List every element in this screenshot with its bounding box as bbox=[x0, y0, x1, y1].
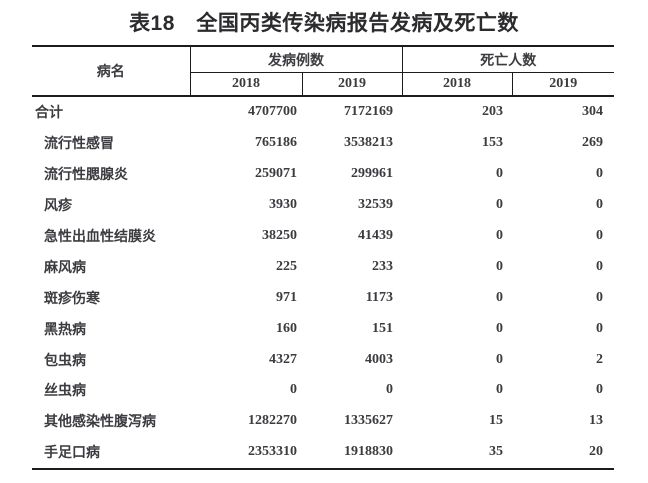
value-cell: 0 bbox=[596, 166, 603, 182]
column-header-cases-2019: 2019 bbox=[302, 72, 403, 97]
value-cell: 4003 bbox=[365, 351, 393, 367]
column-header-deaths-2018: 2018 bbox=[402, 72, 513, 97]
value-cell: 35 bbox=[489, 444, 503, 460]
value-cell: 0 bbox=[496, 166, 503, 182]
value-cell: 0 bbox=[596, 197, 603, 213]
table-header: 病名 发病例数 死亡人数 2018 2019 2018 2019 bbox=[32, 46, 614, 97]
disease-name-cell: 其他感染性腹泻病 bbox=[44, 415, 156, 431]
value-cell: 0 bbox=[496, 289, 503, 305]
table-body: 合计 4707700 7172169 203 304 流行性感冒 765186 3538213… bbox=[32, 96, 614, 469]
value-cell: 259071 bbox=[255, 166, 297, 182]
value-cell: 2 bbox=[596, 351, 603, 367]
column-group-cases: 发病例数 bbox=[190, 46, 403, 73]
table-row: 斑疹伤寒 971 1173 0 0 bbox=[32, 282, 614, 313]
value-cell: 0 bbox=[596, 320, 603, 336]
table-row: 风疹 3930 32539 0 0 bbox=[32, 190, 614, 221]
value-cell: 4707700 bbox=[248, 104, 297, 120]
value-cell: 4327 bbox=[269, 351, 297, 367]
value-cell: 269 bbox=[582, 135, 603, 151]
value-cell: 0 bbox=[290, 382, 297, 398]
value-cell: 203 bbox=[482, 104, 503, 120]
value-cell: 233 bbox=[372, 258, 393, 274]
disease-stats-table: 病名 发病例数 死亡人数 2018 2019 2018 2019 合计 47077… bbox=[32, 45, 614, 470]
value-cell: 0 bbox=[496, 320, 503, 336]
table-row: 流行性腮腺炎 259071 299961 0 0 bbox=[32, 159, 614, 190]
disease-name-cell: 风疹 bbox=[44, 199, 72, 215]
value-cell: 0 bbox=[596, 289, 603, 305]
value-cell: 0 bbox=[496, 351, 503, 367]
value-cell: 0 bbox=[386, 382, 393, 398]
table-row-total: 合计 4707700 7172169 203 304 bbox=[32, 96, 614, 128]
column-header-deaths-2019: 2019 bbox=[512, 72, 614, 97]
disease-name-cell: 流行性感冒 bbox=[44, 137, 114, 153]
table-row: 其他感染性腹泻病 1282270 1335627 15 13 bbox=[32, 406, 614, 437]
value-cell: 1918830 bbox=[344, 444, 393, 460]
value-cell: 1282270 bbox=[248, 413, 297, 429]
disease-name-cell: 急性出血性结膜炎 bbox=[44, 230, 156, 245]
table-row: 流行性感冒 765186 3538213 153 269 bbox=[32, 128, 614, 159]
value-cell: 0 bbox=[596, 382, 603, 398]
value-cell: 0 bbox=[496, 258, 503, 274]
value-cell: 151 bbox=[372, 320, 393, 336]
value-cell: 0 bbox=[496, 197, 503, 213]
column-header-cases-2018: 2018 bbox=[190, 72, 303, 97]
table-row: 手足口病 2353310 1918830 35 20 bbox=[32, 437, 614, 469]
value-cell: 299961 bbox=[351, 166, 393, 182]
column-header-disease: 病名 bbox=[32, 46, 191, 97]
table-row: 黑热病 160 151 0 0 bbox=[32, 313, 614, 344]
table-row: 麻风病 225 233 0 0 bbox=[32, 251, 614, 282]
table-row: 包虫病 4327 4003 0 2 bbox=[32, 344, 614, 375]
value-cell: 304 bbox=[582, 104, 603, 120]
value-cell: 1335627 bbox=[344, 413, 393, 429]
disease-name-cell: 斑疹伤寒 bbox=[44, 291, 100, 307]
value-cell: 0 bbox=[496, 228, 503, 243]
value-cell: 225 bbox=[276, 258, 297, 274]
value-cell: 765186 bbox=[255, 135, 297, 151]
value-cell: 0 bbox=[496, 382, 503, 398]
value-cell: 41439 bbox=[358, 228, 393, 243]
header-year-row: 2018 2019 2018 2019 bbox=[32, 72, 614, 97]
disease-name-cell: 丝虫病 bbox=[44, 384, 86, 400]
value-cell: 1173 bbox=[365, 289, 393, 305]
value-cell: 3930 bbox=[269, 197, 297, 213]
value-cell: 153 bbox=[482, 135, 503, 151]
value-cell: 0 bbox=[596, 258, 603, 274]
value-cell: 2353310 bbox=[248, 444, 297, 460]
value-cell: 32539 bbox=[358, 197, 393, 213]
disease-name-cell: 包虫病 bbox=[44, 353, 86, 369]
column-group-deaths: 死亡人数 bbox=[402, 46, 614, 73]
value-cell: 160 bbox=[276, 320, 297, 336]
disease-name-cell: 流行性腮腺炎 bbox=[44, 168, 128, 184]
value-cell: 0 bbox=[596, 228, 603, 243]
disease-name-cell: 麻风病 bbox=[44, 260, 86, 276]
value-cell: 7172169 bbox=[344, 104, 393, 120]
header-group-row: 病名 发病例数 死亡人数 bbox=[32, 46, 614, 97]
disease-name-cell: 手足口病 bbox=[44, 446, 100, 462]
value-cell: 38250 bbox=[262, 228, 297, 243]
value-cell: 13 bbox=[589, 413, 603, 429]
page-title: 表18 全国丙类传染病报告发病及死亡数 bbox=[129, 12, 519, 35]
value-cell: 20 bbox=[589, 444, 603, 460]
value-cell: 971 bbox=[276, 289, 297, 305]
disease-name-cell: 黑热病 bbox=[44, 322, 86, 338]
value-cell: 3538213 bbox=[344, 135, 393, 151]
value-cell: 15 bbox=[489, 413, 503, 429]
table-row: 急性出血性结膜炎 38250 41439 0 0 bbox=[32, 221, 614, 252]
table-row: 丝虫病 0 0 0 0 bbox=[32, 375, 614, 406]
disease-name-cell: 合计 bbox=[35, 106, 63, 122]
